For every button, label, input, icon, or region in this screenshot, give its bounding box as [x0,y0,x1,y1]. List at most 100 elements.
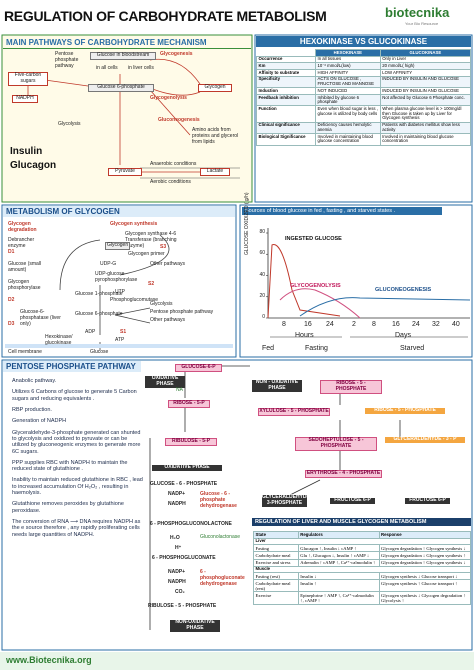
label: Phosphoglucomutase [110,297,159,303]
label: XYLULOSE - 5 - PHOSPHATE [258,408,330,416]
label: Gluconeogenesis [158,117,200,123]
label: 6 - PHOSPHOGLUCONATE [152,555,216,561]
cell: Glycogen synthesis ↓ Glycogen degradatio… [378,591,472,605]
row: Carbohydrate meal (rest) Insulin ↑ Glycoge… [253,579,472,593]
cell: HIGH AFFINITY [315,69,381,77]
row: Biological Significance Involved in maint… [256,133,472,146]
label: Pentose phosphate pathway [55,51,79,69]
section-row: Muscle [253,565,471,574]
label: H⁺ [175,545,182,551]
label: D1 [8,249,15,255]
cell: Km [256,62,316,71]
label: S3 [160,244,167,250]
bullet: The conversion of RNA ⟶ DNA requires NAD… [12,519,141,538]
section-title: REGULATION OF LIVER AND MUSCLE GLYCOGEN … [252,518,471,526]
label: Glycogen phosphorylase [8,279,41,291]
bullet: Inability to maintain reduced glutathion… [12,477,143,497]
label: NA [176,387,183,393]
cell: Exercise [253,591,299,605]
cell: INDUCED BY INSULIN AND GLUCOSE [379,87,472,96]
cell: Adrenalin ↑ cAMP ↑, Ca²⁺-calmodulin ↑ [297,558,380,567]
section-row: Liver [253,537,471,546]
cell: Affinity to substrate [256,69,316,77]
label: RIBOSE - 5 - PHOSPHATE [320,380,382,394]
label: D3 [8,321,15,327]
cell: Glycogen degradation ↑ Glycogen synthesi… [378,558,472,567]
label: S1 [120,329,127,335]
cell: Glu ↑, Glucagon ↓, Insulin ↑ cAMP ↓ [297,551,380,560]
section-title: Sources of blood glucose in fed , fastin… [242,207,442,215]
cell: Not affected by Glucose 6 Phosphate conc… [379,94,472,107]
cell: Only in Liver [379,55,472,64]
curve [267,244,341,319]
label: Glycogenolysis [150,95,187,101]
row: Km 10⁻² mmol/L(low) 20 mmol/L( high) [256,62,472,71]
arrows [149,365,401,630]
label: Glycogen synthesis [110,221,158,227]
label: Other pathways [150,317,186,323]
label: GLUCOSE - 6 - PHOSPHATE [150,481,218,487]
label: ATP [115,337,125,343]
cell: Induction [256,87,316,96]
x-tick-label: 8 [282,321,286,328]
panel [1,204,237,358]
label: Five-carbon sugars [8,72,48,86]
cell: Involved in maintaining blood glucose co… [379,133,472,146]
cell: Insulin ↓ [297,572,380,581]
state-label: Starved [400,345,425,352]
label: NADPH [12,95,38,103]
cell: Glycogen synthesis ↑ Glucose transport ↑ [378,579,472,593]
row: Exercise and stress Adrenalin ↑ cAMP ↑, C… [253,558,472,567]
label: ERYTHROSE - 4 - PHOSPHATE [305,470,382,478]
axis-label: Hours [295,332,314,339]
label: Gluconolactonase [200,534,241,540]
cell: Carbohydrate meal [253,551,299,560]
label: FRUCTOSE 6-P [330,497,375,504]
bullet: Anabolic pathway. [12,378,57,384]
label: NADP+ [168,569,186,575]
label: RIBOSE - 5-P [168,400,210,408]
row: Specificity ACTS ON GLUCOSE , FRUCTOSE AN… [256,75,472,89]
cell: Insulin ↑ [297,579,380,593]
row: Occurrence In all tissues Only in Liver [256,55,472,64]
row: Feedback inhibition Inhibited by glucose … [256,94,472,107]
label: Glycogen degradation [8,221,37,233]
y-tick-label: 80 [259,229,265,235]
label: Other pathways [150,261,186,267]
row: Exercise Epinephrine ↑ AMP ↑, Ca²⁺-calmod… [253,591,472,605]
row: Fasting (rest) Insulin ↓ Glycogen synthesi… [253,572,472,581]
label: Glycogen primer [128,251,165,257]
cell: State [253,531,299,539]
label: Glucose - 6 - phosphate dehydrogenase [200,491,237,509]
cell: Inhibited by glucose 6 phosphate [315,94,381,107]
label: RIBULOSE - 5-P [165,438,217,446]
x-tick-label: 24 [412,321,420,328]
footer-url: www.Biotecnika.org [6,655,92,665]
x-tick-label: 32 [432,321,440,328]
y-tick-label: 20 [259,292,265,299]
cell: NOT INDUCED [315,87,381,96]
cell: 20 mmol/L( high) [379,62,472,71]
label: NON-OXIDATIVE PHASE [170,619,220,632]
arrows [59,234,170,350]
state-label: Fasting [305,345,328,352]
label: D2 [8,297,15,303]
annotation: GLUCONEOGENESIS [375,287,432,293]
x-tick-label: 16 [304,321,312,328]
curve [299,297,471,317]
label: NADPH [168,501,186,507]
label: Insulin [10,146,43,157]
x-tick-label: 40 [452,321,460,328]
cell: Fasting [253,544,299,553]
row: Induction NOT INDUCED INDUCED BY INSULIN A… [256,87,472,96]
cell: Glycogen synthesis ↓ Glucose transport ↓ [378,572,472,581]
row: Carbohydrate meal Glu ↑, Glucagon ↓, Insu… [253,551,472,560]
bullet: RBP production. [12,406,52,413]
annotation: INGESTED GLUCOSE [285,236,342,242]
label: GLUCOSE-6-P [175,364,222,372]
cell: GLUCOKINASE [379,49,472,57]
label: FRUCTOSE 6-P [405,497,450,504]
label: Glycogenesis [160,51,193,57]
cell: Muscle [253,565,471,574]
y-tick-label: 40 [259,271,265,278]
